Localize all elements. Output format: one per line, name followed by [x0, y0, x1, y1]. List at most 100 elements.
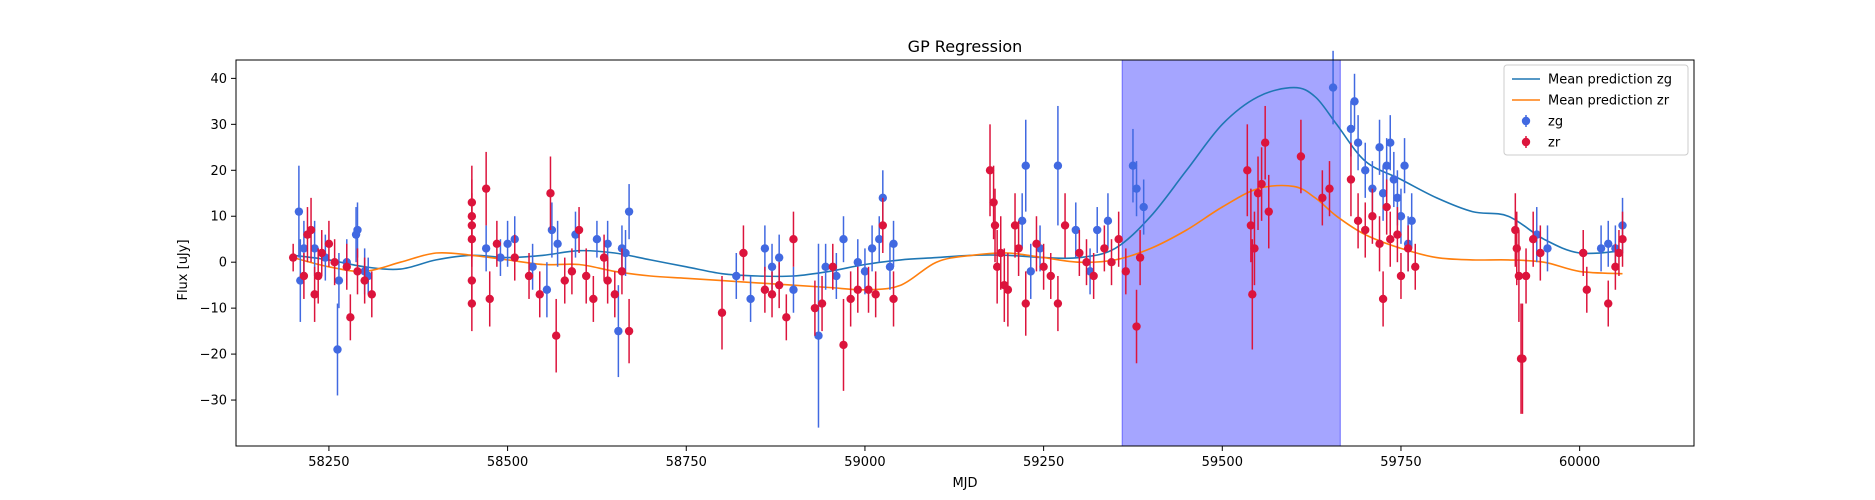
zr-point	[1014, 244, 1023, 253]
zr-point	[1579, 248, 1588, 258]
zr-point	[1528, 235, 1538, 244]
zr-point	[1536, 248, 1545, 258]
zg-point	[821, 262, 830, 271]
zg-point	[1407, 216, 1416, 226]
zg-point	[1103, 216, 1113, 226]
zr-point	[864, 285, 873, 294]
zr-point	[1403, 244, 1413, 253]
zr-point	[1246, 221, 1256, 230]
zg-point	[1596, 244, 1606, 253]
zg-point	[624, 207, 634, 216]
zr-point	[567, 267, 577, 276]
zr-point	[524, 271, 534, 281]
zr-point	[299, 271, 309, 281]
zr-point	[467, 235, 477, 244]
legend-label: Mean prediction zg	[1548, 73, 1672, 88]
zg-point	[814, 331, 823, 340]
y-tick-label: −10	[200, 302, 227, 317]
zr-point	[560, 276, 569, 285]
zg-point	[1021, 161, 1030, 170]
zg-point	[789, 285, 798, 294]
zr-point	[551, 331, 561, 340]
zr-point	[878, 221, 888, 230]
zg-point	[1375, 143, 1384, 152]
zg-point	[353, 225, 362, 235]
mean-line-zr	[293, 184, 1623, 291]
zr-point	[1243, 166, 1252, 175]
zg-point	[333, 345, 342, 354]
zr-point	[1382, 202, 1391, 212]
y-tick-label: 40	[210, 72, 227, 87]
zg-point	[547, 225, 557, 235]
zg-point	[1350, 97, 1359, 106]
zg-point	[1328, 83, 1338, 92]
legend-label: zr	[1548, 136, 1561, 151]
zg-point	[1139, 202, 1148, 212]
zr-point	[1325, 184, 1334, 193]
zr-point	[310, 290, 319, 299]
chart-title: GP Regression	[908, 37, 1023, 56]
zr-point	[624, 326, 634, 336]
zr-errorbars	[288, 105, 1627, 414]
zr-point	[1411, 262, 1420, 271]
legend: Mean prediction zg Mean prediction zr zg zr	[1503, 64, 1689, 156]
zr-point	[889, 294, 898, 304]
legend-swatch	[1521, 137, 1531, 147]
zg-point	[767, 262, 777, 271]
zr-point	[1353, 216, 1363, 226]
zr-point	[1021, 299, 1030, 308]
zr-point	[1121, 267, 1131, 276]
zr-point	[481, 184, 491, 193]
y-tick-label: 20	[210, 164, 227, 179]
zr-point	[1386, 235, 1395, 244]
zr-point	[871, 290, 880, 299]
y-tick-label: 30	[210, 118, 227, 133]
zg-point	[1604, 239, 1613, 249]
zr-point	[485, 294, 494, 304]
zr-point	[1618, 235, 1627, 244]
y-tick-label: −20	[200, 348, 227, 363]
zr-point	[1614, 248, 1624, 258]
zr-point	[306, 225, 316, 235]
zr-point	[317, 248, 326, 258]
zg-point	[760, 244, 770, 253]
zr-point	[985, 166, 995, 175]
zr-point	[330, 257, 339, 267]
zg-point	[885, 262, 895, 271]
zr-point	[589, 294, 598, 304]
zr-point	[1075, 248, 1084, 258]
x-tick-label: 58750	[666, 455, 707, 470]
zr-point	[1257, 179, 1266, 189]
zr-point	[1032, 239, 1041, 249]
mean-prediction-lines	[293, 86, 1623, 291]
x-axis-label: MJD	[952, 476, 977, 491]
zg-point	[614, 326, 623, 336]
zr-point	[1296, 152, 1306, 161]
zg-point	[774, 253, 784, 262]
zr-point	[1100, 244, 1109, 253]
zr-point	[846, 294, 855, 304]
zr-point	[1003, 285, 1013, 294]
x-tick-label: 60000	[1559, 455, 1600, 470]
zg-point	[1132, 184, 1141, 193]
zg-point	[553, 239, 562, 249]
zr-point	[1368, 212, 1377, 221]
zg-point	[867, 244, 877, 253]
zr-point	[828, 262, 837, 271]
zr-point	[1346, 175, 1356, 184]
zg-point	[1053, 161, 1063, 170]
zr-point	[467, 299, 477, 308]
zg-point	[832, 271, 841, 281]
legend-box	[1503, 64, 1689, 156]
zr-point	[1135, 253, 1145, 262]
zr-point	[582, 271, 591, 281]
zr-point	[1248, 290, 1257, 299]
zr-point	[599, 253, 609, 262]
zg-point	[1017, 216, 1027, 226]
zg-point	[310, 244, 319, 253]
zg-point	[746, 294, 755, 304]
zr-point	[717, 308, 727, 317]
zr-point	[610, 290, 619, 299]
zr-point	[739, 248, 748, 258]
zg-point	[1386, 138, 1395, 147]
